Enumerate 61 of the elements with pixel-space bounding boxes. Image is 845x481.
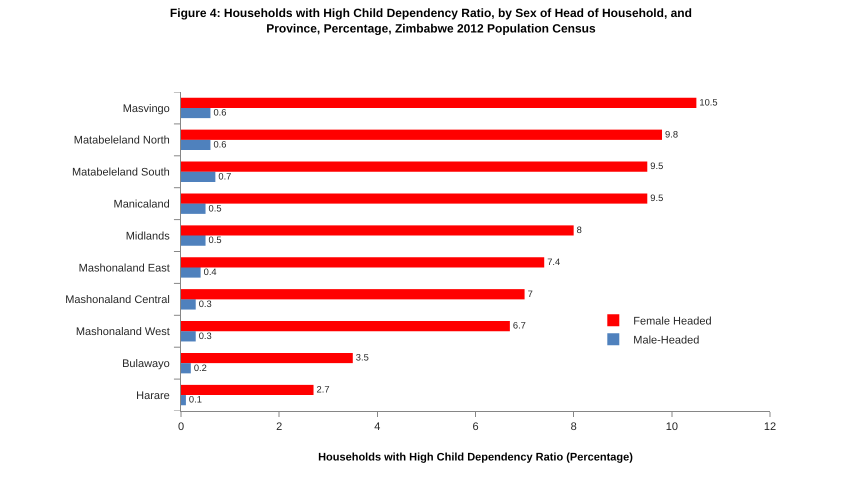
bar [181, 352, 353, 364]
y-tick-label: Matabeleland North [74, 134, 170, 147]
bar [181, 299, 196, 310]
bar [181, 257, 544, 268]
data-label: 9.5 [650, 161, 664, 172]
data-label: 0.7 [218, 171, 232, 182]
legend-label: Male-Headed [633, 334, 700, 347]
bar [181, 384, 314, 396]
data-label: 3.5 [356, 352, 369, 363]
x-tick-label: 10 [666, 421, 678, 434]
data-label: 0.2 [194, 362, 207, 373]
data-label: 7.4 [547, 256, 560, 267]
bar [181, 193, 648, 204]
y-tick-label: Mashonaland West [76, 326, 170, 338]
bar [181, 108, 210, 118]
bar [181, 140, 210, 150]
y-tick-label: Masvingo [122, 102, 170, 115]
y-tick-label: Manicaland [114, 198, 170, 210]
bar [181, 98, 696, 108]
y-tick-label: Mashonaland Central [65, 294, 170, 306]
x-tick-label: 4 [374, 421, 380, 434]
x-tick-label: 2 [276, 421, 282, 434]
data-label: 9.5 [650, 193, 664, 204]
x-tick-label: 8 [570, 421, 577, 434]
chart-title: Figure 4: Households with High Child Dependency Ratio, by Sex of Head of Household, and Province, Percentage, Zimbabwe 2012 Population Census [170, 6, 692, 36]
data-label: 0.5 [208, 235, 222, 246]
bar [181, 331, 196, 342]
data-label: 0.6 [213, 140, 226, 150]
data-label: 10.5 [699, 97, 718, 108]
data-label: 0.3 [198, 330, 212, 341]
y-tick-label: Mashonaland East [78, 262, 170, 274]
data-label: 0.3 [198, 299, 212, 310]
y-tick-label: Matabeleland South [72, 166, 170, 179]
bar [181, 162, 648, 172]
bar [181, 204, 206, 214]
data-label: 0.1 [188, 394, 202, 405]
x-axis-title: Households with High Child Dependency Ratio (Percentage) [318, 451, 634, 464]
y-tick-label: Midlands [126, 230, 170, 242]
data-label: 0.6 [213, 108, 226, 118]
bar [181, 130, 662, 140]
x-tick-label: 0 [178, 421, 184, 434]
data-label: 2.7 [316, 384, 330, 394]
bar [181, 225, 574, 236]
y-tick-label: Bulawayo [122, 358, 170, 370]
bar [181, 236, 206, 246]
bar [181, 172, 216, 182]
bar [181, 321, 510, 332]
x-tick-label: 6 [472, 421, 479, 434]
data-label: 6.7 [512, 320, 526, 331]
data-label: 0.5 [208, 203, 222, 214]
data-label: 7 [528, 288, 533, 299]
data-label: 9.8 [665, 129, 678, 140]
bar [181, 363, 191, 374]
x-tick-label: 12 [764, 421, 776, 434]
data-label: 0.4 [204, 267, 217, 278]
bar [181, 267, 201, 278]
data-label: 8 [576, 224, 582, 235]
y-tick-label: Harare [136, 390, 170, 402]
bar [181, 395, 186, 406]
bar [181, 289, 525, 300]
legend-label: Female Headed [633, 316, 712, 328]
